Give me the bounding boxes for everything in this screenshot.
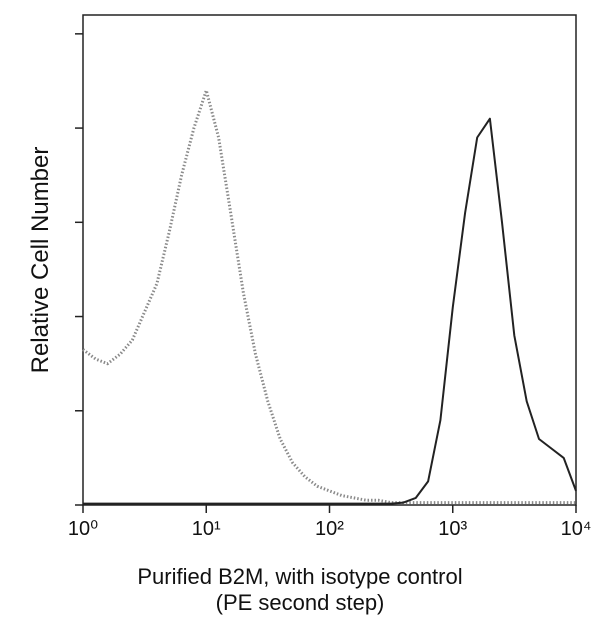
x-axis-label: (PE second step) (216, 590, 385, 615)
x-tick-label: 10¹ (192, 518, 221, 540)
x-tick-label: 10³ (438, 518, 467, 540)
histogram-line (83, 117, 577, 505)
x-axis-label: Purified B2M, with isotype control (137, 564, 462, 589)
x-tick-label: 10⁴ (561, 518, 592, 540)
x-tick-label: 10² (315, 518, 344, 540)
x-tick-label: 10⁰ (68, 518, 98, 540)
histogram-line (82, 88, 576, 505)
y-axis-label: Relative Cell Number (27, 147, 54, 374)
plot-frame (82, 14, 577, 506)
